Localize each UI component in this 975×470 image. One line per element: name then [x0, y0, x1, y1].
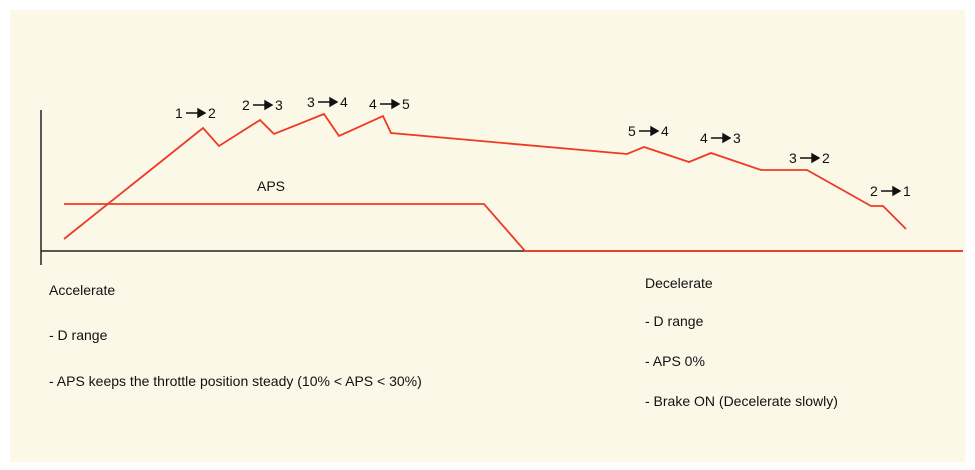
shift-arrow-icon — [711, 132, 732, 144]
accelerate-title: Accelerate — [49, 282, 116, 298]
decelerate-title: Decelerate — [645, 275, 713, 291]
accelerate-item-d-range: - D range — [49, 327, 108, 343]
shift-to-gear: 4 — [340, 94, 348, 110]
decelerate-item-aps: - APS 0% — [645, 353, 705, 369]
shift-to-gear: 4 — [661, 123, 669, 139]
shift-arrow-icon — [318, 96, 339, 108]
shift-arrow-icon — [800, 152, 821, 164]
aps-label: APS — [257, 178, 285, 194]
shift-to-gear: 2 — [208, 105, 216, 121]
shift-from-gear: 2 — [870, 183, 878, 199]
shift-to-gear: 5 — [402, 96, 410, 112]
shift-to-gear: 2 — [822, 150, 830, 166]
diagram-background — [10, 10, 965, 462]
shift-arrow-icon — [253, 99, 274, 111]
shift-to-gear: 3 — [275, 97, 283, 113]
shift-to-gear: 1 — [903, 183, 911, 199]
shift-from-gear: 3 — [307, 94, 315, 110]
vehicle-speed-line — [63, 112, 907, 240]
shift-to-gear: 3 — [733, 130, 741, 146]
shift-arrow-icon — [380, 98, 401, 110]
shift-labels: 1 2 2 3 3 4 4 55 4 4 33 22 1 — [175, 94, 911, 199]
decelerate-item-d-range: - D range — [645, 313, 704, 329]
shift-arrow-icon — [639, 125, 660, 137]
shift-from-gear: 4 — [369, 96, 377, 112]
decelerate-item-brake: - Brake ON (Decelerate slowly) — [645, 393, 838, 409]
accelerate-item-aps: - APS keeps the throttle position steady… — [49, 373, 422, 389]
shift-from-gear: 2 — [242, 97, 250, 113]
shift-from-gear: 3 — [789, 150, 797, 166]
shift-from-gear: 1 — [175, 105, 183, 121]
shift-arrow-icon — [186, 107, 207, 119]
shift-pattern-diagram: APS 1 2 2 3 3 4 4 55 4 4 33 22 1 — [10, 10, 965, 462]
shift-arrow-icon — [881, 185, 902, 197]
shift-from-gear: 5 — [628, 123, 636, 139]
shift-from-gear: 4 — [700, 130, 708, 146]
aps-line — [64, 203, 963, 252]
